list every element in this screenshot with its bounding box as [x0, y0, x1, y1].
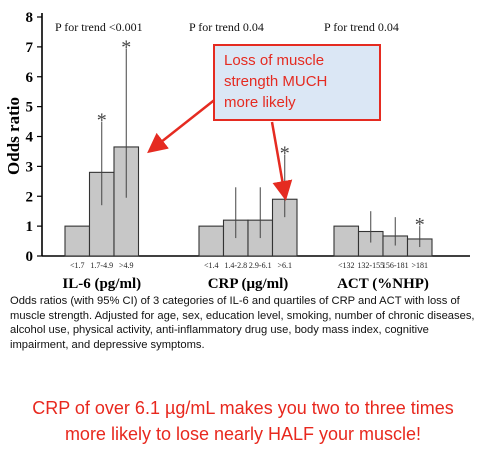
significance-star: * — [121, 36, 131, 58]
y-tick-label: 8 — [26, 10, 34, 26]
trend-label: P for trend 0.04 — [324, 20, 399, 34]
y-tick-label: 7 — [26, 40, 34, 56]
category-label: 156-181 — [382, 261, 409, 270]
y-axis-title: Odds ratio — [4, 97, 23, 175]
category-label: >4.9 — [119, 261, 134, 270]
bar — [198, 225, 225, 257]
category-label: 2.9-6.1 — [249, 261, 272, 270]
bar — [64, 225, 91, 257]
y-tick-label: 4 — [26, 130, 34, 146]
category-label: 1.7-4.9 — [90, 261, 113, 270]
headline-line: CRP of over 6.1 µg/mL makes you two to t… — [32, 398, 454, 418]
callout-line: Loss of muscle — [224, 52, 325, 69]
y-tick-label: 6 — [26, 70, 34, 86]
arrow-to-il6 — [147, 93, 223, 154]
callout-line: strength MUCH — [224, 73, 328, 90]
arrow-to-crp — [270, 121, 293, 201]
headline-line: more likely to lose nearly HALF your mus… — [64, 424, 422, 444]
category-label: 1.4-2.8 — [224, 261, 247, 270]
significance-star: * — [97, 110, 107, 132]
odds-ratio-chart: 0 1 2 3 4 5 6 7 8 Odds ratio P for trend <0.001 <1… — [4, 10, 470, 292]
callout-line: more likely — [224, 94, 296, 111]
significance-star: * — [280, 142, 290, 164]
category-label: <1.4 — [204, 261, 219, 270]
group-label: CRP (μg/ml) — [208, 276, 289, 292]
headline: CRP of over 6.1 µg/mL makes you two to t… — [0, 395, 486, 447]
bar — [333, 225, 360, 257]
callout-box: Loss of muscle strength MUCH more likely — [213, 44, 381, 121]
group-label: IL-6 (pg/ml) — [62, 276, 141, 292]
y-tick-label: 5 — [26, 100, 34, 116]
y-tick-label: 0 — [26, 249, 34, 265]
group-label: ACT (%NHP) — [337, 276, 429, 292]
category-label: <132 — [338, 261, 355, 270]
significance-star: * — [415, 214, 425, 236]
category-label: >181 — [411, 261, 428, 270]
category-label: >6.1 — [277, 261, 292, 270]
category-label: <1.7 — [70, 261, 85, 270]
y-tick-label: 1 — [26, 219, 34, 235]
trend-label: P for trend <0.001 — [55, 20, 143, 34]
trend-label: P for trend 0.04 — [189, 20, 264, 34]
category-label: 132-155 — [357, 261, 384, 270]
y-tick-label: 3 — [26, 159, 34, 175]
y-tick-label: 2 — [26, 189, 34, 205]
figure-caption: Odds ratios (with 95% CI) of 3 categorie… — [10, 295, 475, 351]
